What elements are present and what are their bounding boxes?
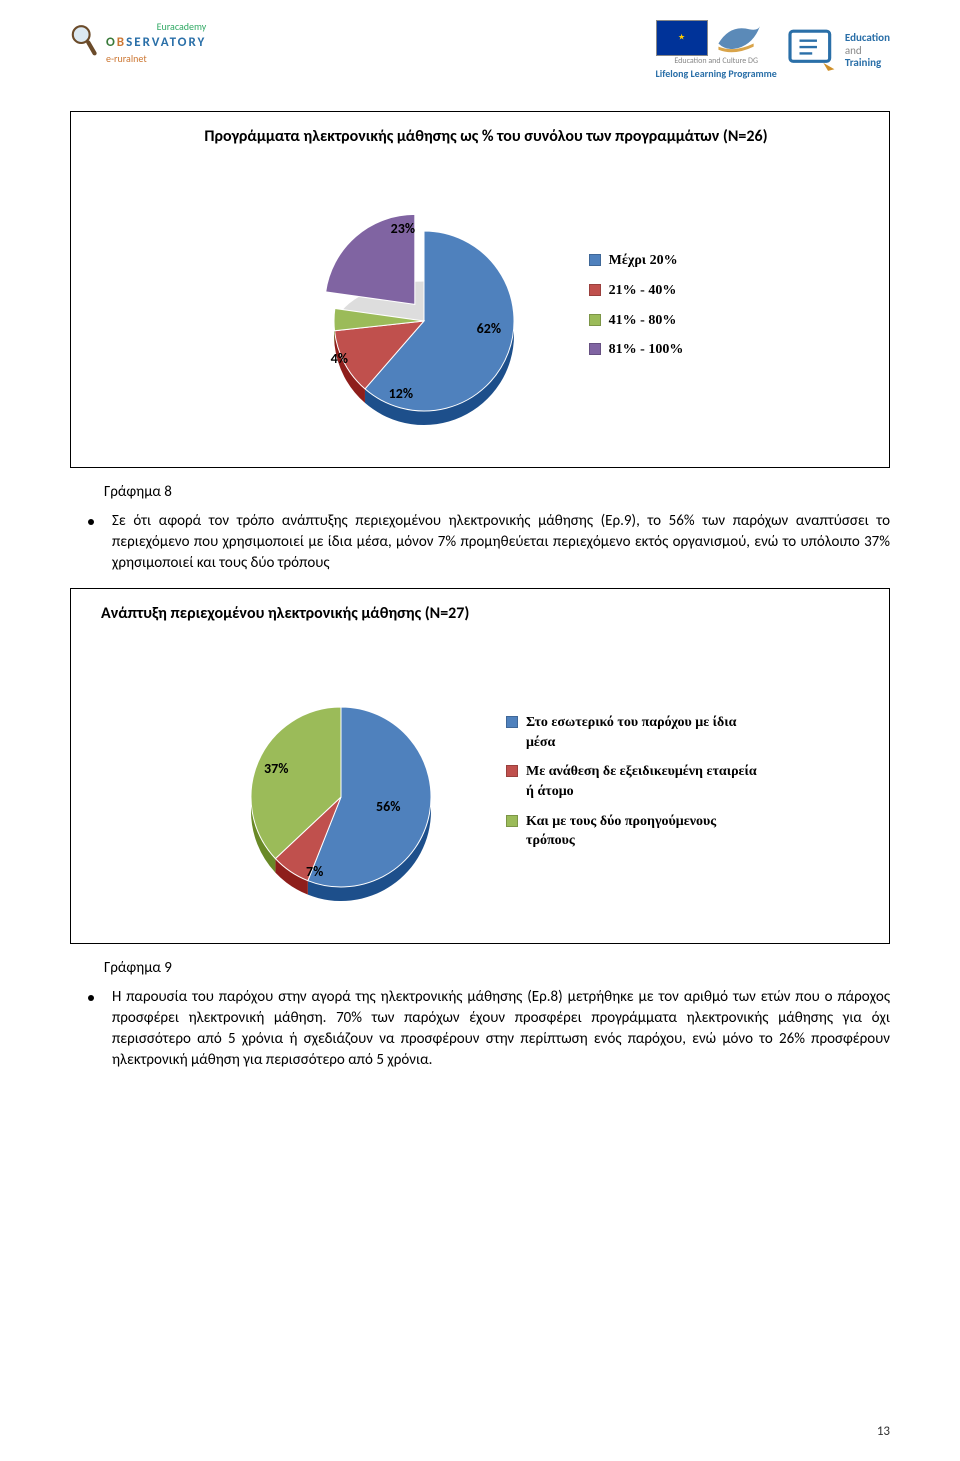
legend-item: Και με τους δύο προηγούμενους τρόπους xyxy=(506,812,766,851)
legend-swatch xyxy=(589,254,601,266)
legend-item: 21% - 40% xyxy=(589,281,684,301)
chart-2-frame: Ανάπτυξη περιεχομένου ηλεκτρονικής μάθησ… xyxy=(70,588,890,944)
legend-label: 81% - 100% xyxy=(609,340,684,360)
bullet-2-text: Η παρουσία του παρόχου στην αγορά της ηλ… xyxy=(112,987,890,1071)
pie-slice-label: 62% xyxy=(477,319,501,339)
legend-swatch xyxy=(589,314,601,326)
bullet-icon xyxy=(88,519,94,525)
chart-2-title: Ανάπτυξη περιεχομένου ηλεκτρονικής μάθησ… xyxy=(101,603,871,625)
legend-swatch xyxy=(589,284,601,296)
bird-icon xyxy=(714,20,762,56)
legend-swatch xyxy=(506,815,518,827)
bullet-2-block: Η παρουσία του παρόχου στην αγορά της ηλ… xyxy=(70,987,890,1071)
legend-label: Και με τους δύο προηγούμενους τρόπους xyxy=(526,812,766,851)
pie-slice-label: 12% xyxy=(389,384,413,404)
legend-item: Στο εσωτερικό του παρόχου με ίδια μέσα xyxy=(506,713,766,752)
pie-slice-label: 7% xyxy=(306,862,323,882)
edu-training-text: Education and Training xyxy=(845,32,890,68)
pie-slice-label: 56% xyxy=(376,797,400,817)
caption-1: Γράφημα 8 xyxy=(104,482,890,503)
eu-caption: Education and Culture DG xyxy=(656,56,777,67)
logo-right-group: Education and Culture DG Lifelong Learni… xyxy=(656,20,890,81)
legend-label: Με ανάθεση δε εξειδικευμένη εταιρεία ή ά… xyxy=(526,762,766,801)
legend-label: 21% - 40% xyxy=(609,281,677,301)
legend-label: 41% - 80% xyxy=(609,311,677,331)
legend-item: 41% - 80% xyxy=(589,311,684,331)
bullet-icon xyxy=(88,995,94,1001)
legend-label: Στο εσωτερικό του παρόχου με ίδια μέσα xyxy=(526,713,766,752)
llp-text: Lifelong Learning Programme xyxy=(656,67,777,81)
chart-1-legend: Μέχρι 20% 21% - 40% 41% - 80% 81% - 100% xyxy=(589,251,684,359)
page-header: Euracademy OBSERVATORY e-ruralnet Educat… xyxy=(70,20,890,81)
chart-1-pie: 62% 12% 4% 23% xyxy=(289,171,559,441)
pie-slice-label: 4% xyxy=(331,349,348,369)
caption-2: Γράφημα 9 xyxy=(104,958,890,979)
bullet-1-block: Σε ότι αφορά τον τρόπο ανάπτυξης περιεχο… xyxy=(70,511,890,574)
legend-label: Μέχρι 20% xyxy=(609,251,678,271)
eruralnet-text: e-ruralnet xyxy=(106,52,206,66)
chart-2-legend: Στο εσωτερικό του παρόχου με ίδια μέσα Με… xyxy=(506,713,766,851)
eu-block: Education and Culture DG Lifelong Learni… xyxy=(656,20,777,81)
legend-swatch xyxy=(589,343,601,355)
legend-item: Μέχρι 20% xyxy=(589,251,684,271)
edu-training-block: Education and Training xyxy=(785,28,890,74)
screen-icon xyxy=(785,28,841,74)
page-number: 13 xyxy=(877,1423,890,1441)
observatory-text: OBSERVATORY xyxy=(106,34,206,52)
euracademy-text: Euracademy xyxy=(106,20,206,34)
chart-1-frame: Προγράμματα ηλεκτρονικής μάθησης ως % το… xyxy=(70,111,890,467)
legend-swatch xyxy=(506,765,518,777)
magnifier-icon xyxy=(70,23,98,63)
chart-2-pie: 56% 7% 37% xyxy=(206,647,476,917)
logo-left-group: Euracademy OBSERVATORY e-ruralnet xyxy=(70,20,206,66)
euracademy-logo: Euracademy OBSERVATORY e-ruralnet xyxy=(106,20,206,66)
eu-flag-icon xyxy=(656,20,708,56)
pie-slice-label: 23% xyxy=(391,219,415,239)
bullet-1-text: Σε ότι αφορά τον τρόπο ανάπτυξης περιεχο… xyxy=(112,511,890,574)
legend-item: 81% - 100% xyxy=(589,340,684,360)
legend-swatch xyxy=(506,716,518,728)
legend-item: Με ανάθεση δε εξειδικευμένη εταιρεία ή ά… xyxy=(506,762,766,801)
pie-slice-label: 37% xyxy=(264,759,288,779)
chart-1-title: Προγράμματα ηλεκτρονικής μάθησης ως % το… xyxy=(101,126,871,148)
